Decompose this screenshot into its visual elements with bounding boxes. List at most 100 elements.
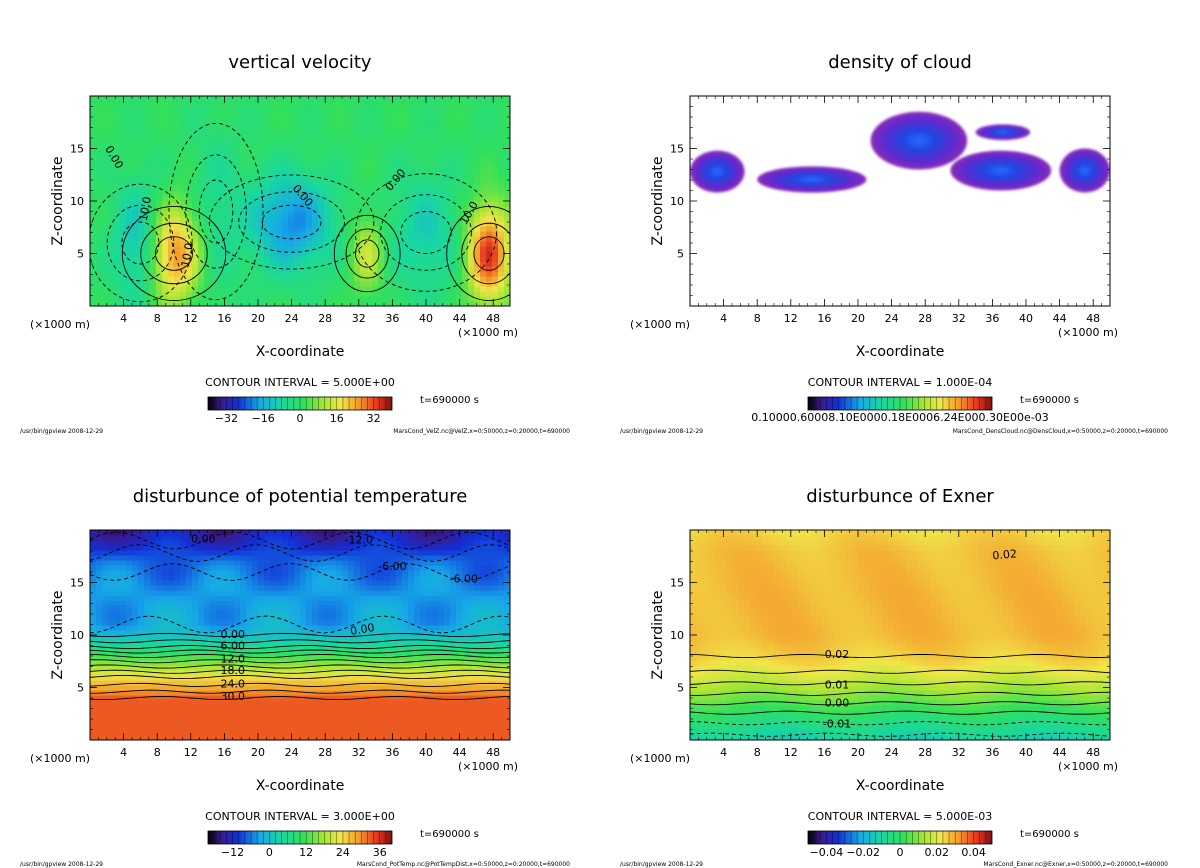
heatmap-cell bbox=[330, 256, 337, 262]
heatmap-cell bbox=[150, 151, 157, 157]
heatmap-cell bbox=[234, 735, 241, 740]
heatmap-cell bbox=[486, 161, 493, 167]
heatmap-cell bbox=[288, 720, 295, 726]
heatmap-cell bbox=[282, 620, 289, 626]
heatmap-cell bbox=[312, 640, 319, 646]
heatmap-cell bbox=[192, 166, 199, 172]
heatmap-cell bbox=[150, 256, 157, 262]
heatmap-cell bbox=[426, 116, 433, 122]
heatmap-cell bbox=[288, 695, 295, 701]
heatmap-cell bbox=[186, 540, 193, 546]
heatmap-cell bbox=[96, 181, 103, 187]
heatmap-cell bbox=[168, 261, 175, 267]
heatmap-cell bbox=[102, 700, 109, 706]
heatmap-cell bbox=[318, 266, 325, 272]
colorbar-ticks: −32 −16 0 16 32 bbox=[215, 412, 381, 425]
heatmap-cell bbox=[216, 251, 223, 257]
heatmap-cell bbox=[366, 286, 373, 292]
heatmap-cell bbox=[204, 625, 211, 631]
heatmap-cell bbox=[198, 196, 205, 202]
heatmap-cell bbox=[180, 191, 187, 197]
heatmap-cell bbox=[198, 635, 205, 641]
heatmap-cell bbox=[114, 246, 121, 252]
heatmap-cell bbox=[168, 246, 175, 252]
heatmap-cell bbox=[456, 231, 463, 237]
heatmap-cell bbox=[204, 106, 211, 112]
heatmap-cell bbox=[210, 715, 217, 721]
y-axis-label: Z-coordinate bbox=[50, 156, 66, 245]
heatmap-cell bbox=[450, 236, 457, 242]
heatmap-cell bbox=[228, 715, 235, 721]
heatmap-cell bbox=[234, 670, 241, 676]
heatmap-cell bbox=[156, 680, 163, 686]
heatmap-cell bbox=[210, 201, 217, 207]
heatmap-cell bbox=[216, 121, 223, 127]
heatmap-cell bbox=[270, 176, 277, 182]
heatmap-cell bbox=[252, 530, 259, 536]
heatmap-cell bbox=[114, 231, 121, 237]
heatmap-cell bbox=[96, 206, 103, 212]
heatmap-cell bbox=[300, 700, 307, 706]
heatmap-cell bbox=[144, 570, 151, 576]
heatmap-cell bbox=[348, 121, 355, 127]
heatmap-cell bbox=[288, 196, 295, 202]
heatmap-cell bbox=[258, 291, 265, 297]
heatmap-cell bbox=[192, 620, 199, 626]
heatmap-cell bbox=[210, 101, 217, 107]
heatmap-cell bbox=[276, 226, 283, 232]
heatmap-cell bbox=[366, 96, 373, 102]
heatmap-cell bbox=[126, 216, 133, 222]
heatmap-cell bbox=[204, 560, 211, 566]
heatmap-cell bbox=[426, 266, 433, 272]
heatmap-cell bbox=[108, 660, 115, 666]
heatmap-cell bbox=[246, 171, 253, 177]
heatmap-cell bbox=[432, 171, 439, 177]
heatmap-cell bbox=[432, 281, 439, 287]
heatmap-cell bbox=[432, 296, 439, 302]
heatmap-cell bbox=[138, 700, 145, 706]
heatmap-cell bbox=[348, 126, 355, 132]
heatmap-cell bbox=[132, 590, 139, 596]
heatmap-cell bbox=[120, 560, 127, 566]
heatmap-cell bbox=[468, 111, 475, 117]
heatmap-cell bbox=[138, 695, 145, 701]
heatmap-cell bbox=[168, 615, 175, 621]
heatmap-cell bbox=[90, 735, 97, 740]
heatmap-cell bbox=[90, 241, 97, 247]
heatmap-cell bbox=[282, 196, 289, 202]
heatmap-cell bbox=[114, 301, 121, 306]
chart-title: disturbunce of potential temperature bbox=[133, 486, 468, 507]
heatmap-cell bbox=[192, 630, 199, 636]
heatmap-cell bbox=[192, 725, 199, 731]
heatmap-cell bbox=[156, 126, 163, 132]
heatmap-cell bbox=[132, 665, 139, 671]
colorbar-stripes bbox=[213, 397, 387, 410]
heatmap-cell bbox=[120, 730, 127, 736]
heatmap-cell bbox=[192, 111, 199, 117]
heatmap-cell bbox=[462, 171, 469, 177]
heatmap-cell bbox=[306, 186, 313, 192]
heatmap-cell bbox=[216, 540, 223, 546]
y-tick-label: 5 bbox=[677, 248, 684, 261]
heatmap-cell bbox=[138, 186, 145, 192]
heatmap-cell bbox=[246, 281, 253, 287]
heatmap-cell bbox=[282, 201, 289, 207]
heatmap-cell bbox=[252, 286, 259, 292]
heatmap-cell bbox=[204, 191, 211, 197]
heatmap-cell bbox=[288, 705, 295, 711]
heatmap-cell bbox=[120, 186, 127, 192]
heatmap-cell bbox=[198, 530, 205, 536]
heatmap-cell bbox=[348, 266, 355, 272]
heatmap-cell bbox=[114, 670, 121, 676]
heatmap-cell bbox=[330, 296, 337, 302]
heatmap-cell bbox=[336, 281, 343, 287]
heatmap-cell bbox=[192, 550, 199, 556]
heatmap-cell bbox=[228, 620, 235, 626]
heatmap-cell bbox=[270, 296, 277, 302]
heatmap-cell bbox=[126, 565, 133, 571]
heatmap-cell bbox=[504, 101, 510, 107]
heatmap-cell bbox=[174, 735, 181, 740]
heatmap-cell bbox=[264, 590, 271, 596]
heatmap-cell bbox=[156, 535, 163, 541]
heatmap-cell bbox=[96, 161, 103, 167]
